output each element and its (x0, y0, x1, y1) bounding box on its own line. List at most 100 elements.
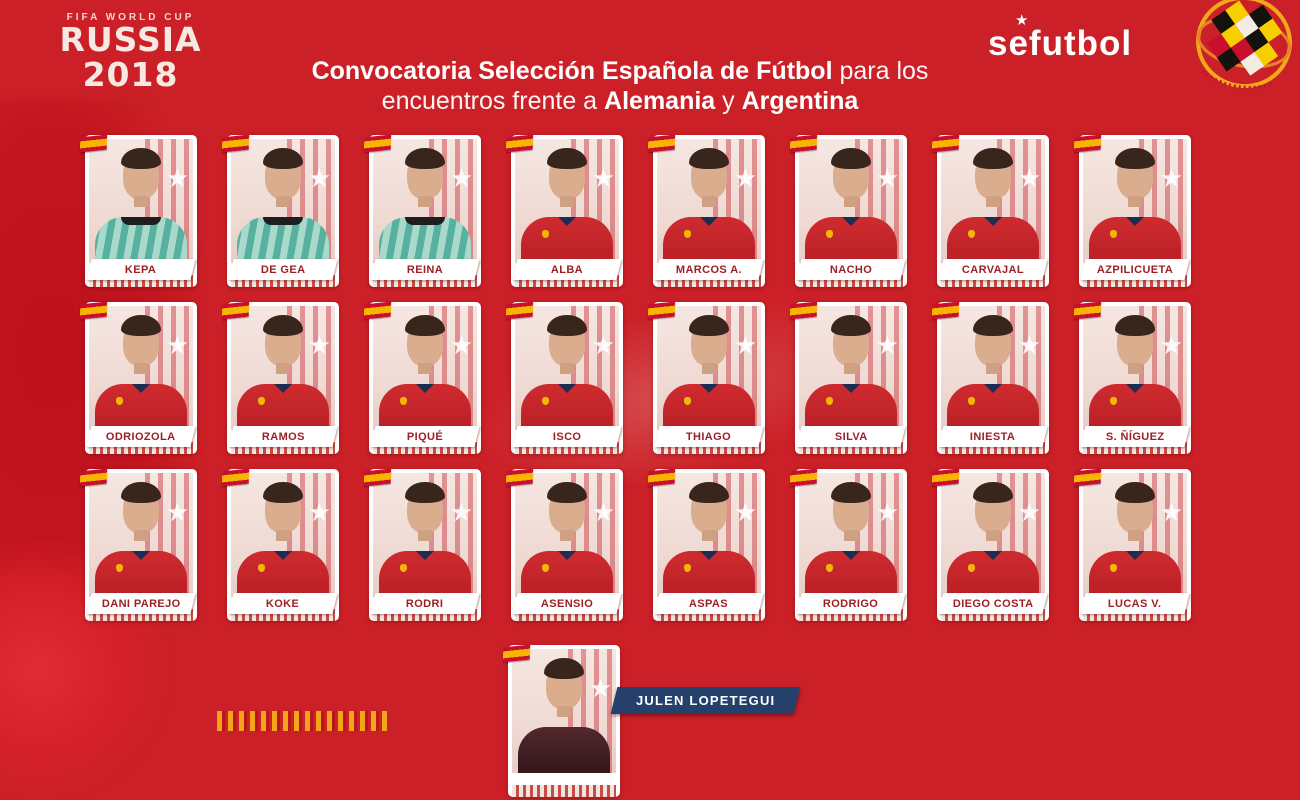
photo-star-icon: ★ (165, 163, 189, 193)
photo-star-icon: ★ (733, 163, 757, 193)
player-name-plate: THIAGO (654, 426, 764, 447)
spain-flag-icon (789, 301, 818, 320)
player-name-plate: RODRI (370, 593, 480, 614)
player-head (1115, 482, 1155, 541)
player-name-plate: ASPAS (654, 593, 764, 614)
spain-flag-icon (647, 301, 676, 320)
spain-flag-icon (221, 301, 250, 320)
player-name: THIAGO (686, 430, 732, 443)
player-photo: ★ (512, 649, 616, 773)
player-head (973, 148, 1013, 207)
player-head (547, 315, 587, 374)
photo-star-icon: ★ (1017, 330, 1041, 360)
player-name-plate: ISCO (512, 426, 622, 447)
player-name-plate: KOKE (228, 593, 338, 614)
player-name-plate: DIEGO COSTA (938, 593, 1048, 614)
player-jersey (805, 384, 897, 430)
squad-row-3: ★ DANI PAREJO ★ KOKE ★ RODRI ★ ASENSIO ★ ASPAS ★ RO… (79, 468, 1191, 621)
photo-star-icon: ★ (449, 330, 473, 360)
player-head (405, 315, 445, 374)
player-jersey (663, 384, 755, 430)
player-card: ★ DE GEA (221, 134, 339, 287)
player-photo: ★ (231, 139, 335, 263)
player-card: ★ KOKE (221, 468, 339, 621)
photo-star-icon: ★ (733, 330, 757, 360)
spain-flag-icon (79, 301, 108, 320)
player-name: DIEGO COSTA (952, 597, 1034, 610)
player-head (121, 315, 161, 374)
player-name: ISCO (552, 430, 582, 443)
spain-flag-icon (789, 134, 818, 153)
player-card: ★ DIEGO COSTA (931, 468, 1049, 621)
player-head (831, 315, 871, 374)
player-jersey (237, 217, 329, 263)
player-head (405, 482, 445, 541)
coach-card-slot: ★ (502, 644, 620, 797)
player-name-plate: LUCAS V. (1080, 593, 1190, 614)
player-card: ★ PIQUÉ (363, 301, 481, 454)
player-card: ★ AZPILICUETA (1073, 134, 1191, 287)
squad-row-1: ★ KEPA ★ DE GEA ★ REINA ★ ALBA ★ MARCOS A. ★ NACHO ★… (79, 134, 1191, 287)
photo-star-icon: ★ (307, 497, 331, 527)
player-head (544, 658, 584, 717)
title-line-2: encuentros frente a Alemania y Argentina (170, 86, 1070, 116)
title-line1-rest: para los (832, 57, 929, 85)
photo-star-icon: ★ (1159, 163, 1183, 193)
spain-flag-icon (502, 644, 531, 663)
photo-star-icon: ★ (449, 497, 473, 527)
player-jersey (805, 217, 897, 263)
player-photo: ★ (373, 306, 477, 430)
player-name-plate: S. ÑÍGUEZ (1080, 426, 1190, 447)
rfef-crest-icon (1196, 0, 1292, 89)
title-line2-argentina: Argentina (741, 87, 859, 115)
photo-star-icon: ★ (591, 330, 615, 360)
player-name-plate: DE GEA (228, 259, 338, 280)
player-name: ALBA (550, 263, 584, 276)
photo-star-icon: ★ (1159, 330, 1183, 360)
player-name-plate: SILVA (796, 426, 906, 447)
player-name-plate: CARVAJAL (938, 259, 1048, 280)
player-head (263, 315, 303, 374)
player-card: ★ REINA (363, 134, 481, 287)
player-name: RODRIGO (823, 597, 879, 610)
spain-flag-icon (931, 134, 960, 153)
player-jersey (1089, 551, 1181, 597)
player-card: ★ DANI PAREJO (79, 468, 197, 621)
photo-star-icon: ★ (591, 497, 615, 527)
player-name: LUCAS V. (1108, 597, 1162, 610)
spain-flag-icon (505, 134, 534, 153)
photo-star-icon: ★ (588, 673, 612, 703)
player-photo: ★ (941, 139, 1045, 263)
sefutbol-text: sefutbol (988, 24, 1133, 63)
photo-star-icon: ★ (733, 497, 757, 527)
player-name: RODRI (406, 597, 444, 610)
folk-fringe-decoration (217, 711, 387, 731)
player-card: ★ KEPA (79, 134, 197, 287)
spain-flag-icon (647, 134, 676, 153)
player-photo: ★ (373, 139, 477, 263)
player-photo: ★ (657, 139, 761, 263)
player-head (547, 482, 587, 541)
spain-flag-icon (1073, 301, 1102, 320)
player-name: INIESTA (970, 430, 1016, 443)
photo-star-icon: ★ (1017, 163, 1041, 193)
player-photo: ★ (657, 473, 761, 597)
player-name: ODRIOZOLA (106, 430, 176, 443)
player-head (689, 482, 729, 541)
player-jersey (379, 217, 471, 263)
player-name: ASENSIO (540, 597, 594, 610)
player-photo: ★ (941, 306, 1045, 430)
player-head (1115, 315, 1155, 374)
player-name-plate: AZPILICUETA (1080, 259, 1190, 280)
photo-star-icon: ★ (591, 163, 615, 193)
photo-star-icon: ★ (875, 163, 899, 193)
player-card: ★ ALBA (505, 134, 623, 287)
photo-star-icon: ★ (307, 163, 331, 193)
player-jersey (663, 217, 755, 263)
title-line2-alemania: Alemania (604, 87, 716, 115)
player-card: ★ RODRIGO (789, 468, 907, 621)
player-card: ★ RAMOS (221, 301, 339, 454)
player-card: ★ LUCAS V. (1073, 468, 1191, 621)
player-name: AZPILICUETA (1096, 263, 1174, 276)
player-photo: ★ (515, 473, 619, 597)
